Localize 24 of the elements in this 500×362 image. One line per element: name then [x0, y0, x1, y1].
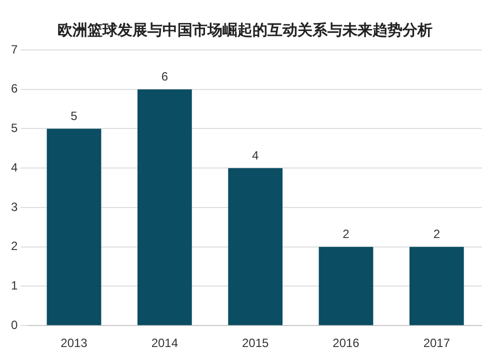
x-tick-label: 2014 — [151, 336, 178, 350]
bar — [228, 168, 283, 326]
y-tick-label: 5 — [10, 121, 18, 136]
y-tick-label: 3 — [10, 200, 18, 214]
x-tick-label: 2013 — [60, 336, 88, 350]
y-tick-label: 1 — [10, 278, 18, 293]
x-tick-label: 2015 — [242, 336, 270, 350]
data-label: 5 — [70, 109, 78, 124]
x-tick-label: 2017 — [423, 336, 450, 350]
chart-title: 欧洲篮球发展与中国市场崛起的互动关系与未来趋势分析 — [58, 20, 432, 39]
y-tick-label: 6 — [10, 82, 18, 96]
bar — [46, 128, 102, 326]
data-label: 4 — [252, 148, 259, 162]
y-tick-label: 4 — [10, 160, 18, 174]
data-label: 6 — [161, 70, 168, 84]
data-label: 2 — [342, 227, 350, 242]
y-tick-label: 7 — [10, 42, 18, 56]
y-tick-label: 2 — [10, 239, 18, 254]
y-tick-label: 0 — [10, 318, 18, 332]
x-tick-label: 2016 — [332, 336, 360, 350]
data-label: 2 — [433, 227, 440, 242]
bar — [409, 246, 464, 326]
bar — [318, 246, 374, 326]
bar — [137, 89, 192, 326]
